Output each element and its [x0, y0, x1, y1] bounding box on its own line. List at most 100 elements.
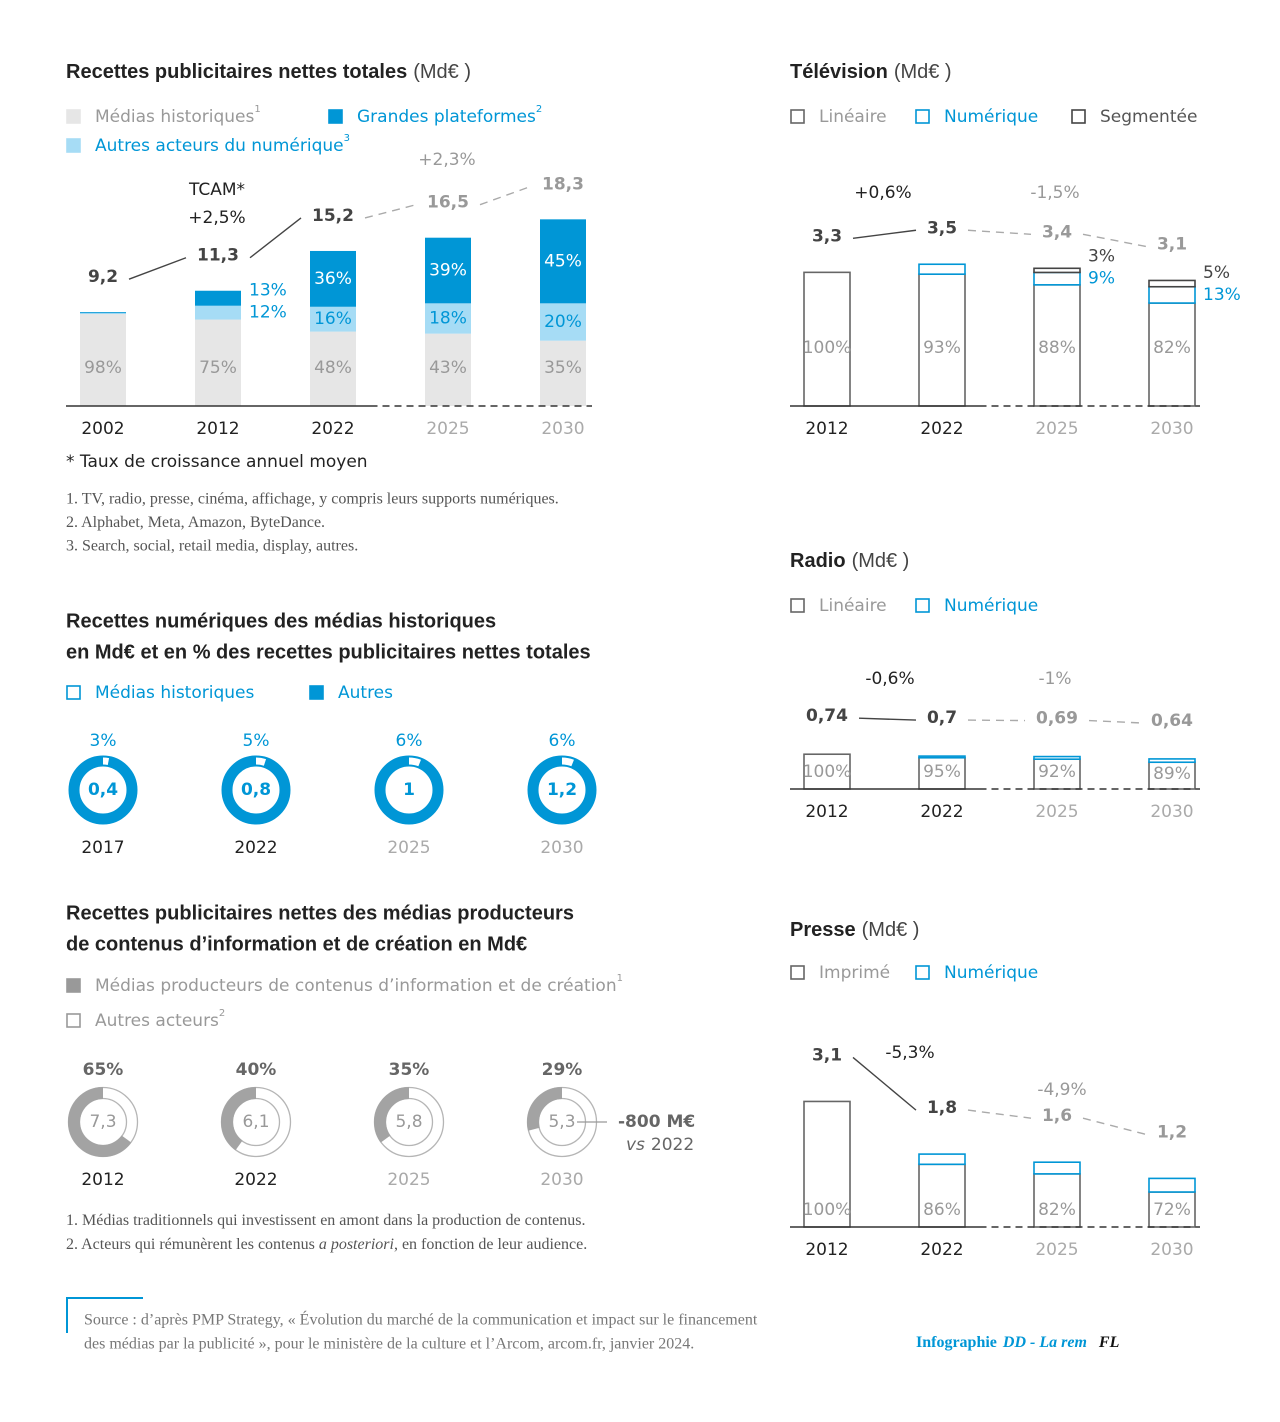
- x-tick-label: 2012: [805, 802, 848, 822]
- chart-title: Recettes publicitaires nettes totales (Md…: [66, 61, 471, 83]
- text-span: 1. Médias traditionnels qui investissent…: [66, 1212, 585, 1229]
- bar-segment: [803, 271, 851, 407]
- x-tick-label: 2022: [234, 838, 277, 858]
- text-span: 3: [344, 133, 350, 144]
- value-label: 75%: [199, 358, 237, 378]
- x-tick-label: 2012: [81, 1170, 124, 1190]
- bar-segment: [310, 250, 356, 307]
- credit: Infographie DD - La rem FL: [916, 1334, 1120, 1351]
- bar-segment: [310, 331, 356, 406]
- text-span: (Md€ ): [413, 61, 471, 83]
- total-label: 3,1: [812, 1045, 842, 1065]
- text-span: Infographie: [916, 1334, 997, 1351]
- legend-label: Numérique: [944, 963, 1038, 983]
- chart-title: Radio (Md€ ): [790, 550, 909, 572]
- growth-label: -4,9%: [1037, 1080, 1086, 1100]
- legend-label: Autres: [338, 683, 393, 703]
- donut-share: [255, 757, 267, 766]
- value-label: 100%: [803, 1200, 852, 1220]
- text-span: 1: [617, 973, 623, 984]
- value-label: 16%: [314, 309, 352, 329]
- footnote: 1. Médias traditionnels qui investissent…: [66, 1212, 585, 1229]
- growth-label: -1,5%: [1030, 183, 1079, 203]
- x-tick-label: 2030: [1150, 802, 1193, 822]
- text-span: FL: [1098, 1334, 1120, 1351]
- legend-label: Médias historiques1: [95, 104, 261, 127]
- legend-swatch: [66, 685, 81, 700]
- x-tick-label: 2030: [541, 419, 584, 439]
- legend-label: Autres acteurs du numérique3: [95, 133, 350, 156]
- text-span: (Md€ ): [862, 919, 920, 941]
- legend-swatch: [915, 965, 930, 980]
- legend-swatch: [790, 965, 805, 980]
- x-tick-label: 2025: [387, 838, 430, 858]
- share-label: 40%: [236, 1060, 277, 1080]
- text-span: Presse: [790, 919, 856, 941]
- text-span: Grandes plateformes: [357, 107, 536, 127]
- total-label: 0,64: [1151, 711, 1193, 731]
- donut-value: 1: [403, 780, 415, 800]
- value-label: 48%: [314, 358, 352, 378]
- legend-swatch: [66, 138, 81, 153]
- total-label: 3,4: [1042, 222, 1072, 242]
- legend-swatch: [790, 109, 805, 124]
- share-label: 29%: [542, 1060, 583, 1080]
- growth-label: -0,6%: [865, 669, 914, 689]
- growth-label: +0,6%: [854, 183, 911, 203]
- bar-segment: [918, 756, 966, 790]
- text-span: 2022: [651, 1135, 694, 1155]
- text-span: Numérique: [944, 107, 1038, 127]
- bar-segment: [425, 237, 471, 304]
- total-label: 15,2: [312, 206, 354, 226]
- legend-swatch: [66, 109, 81, 124]
- x-tick-label: 2022: [920, 1240, 963, 1260]
- donut-share: [561, 757, 574, 767]
- bar-segment: [1148, 1177, 1196, 1193]
- legend-label: Médias historiques: [95, 683, 254, 703]
- bar-segment: [918, 263, 966, 275]
- bar-segment: [195, 290, 241, 306]
- x-tick-label: 2012: [805, 1240, 848, 1260]
- legend-swatch: [328, 109, 343, 124]
- legend-swatch: [309, 685, 324, 700]
- bar-segment: [1033, 284, 1081, 407]
- value-label: 13%: [249, 281, 287, 301]
- bar-segment: [918, 273, 966, 407]
- value-label: 5%: [1203, 263, 1230, 283]
- value-label: 43%: [429, 358, 467, 378]
- total-label: 3,1: [1157, 234, 1187, 254]
- text-span: Recettes publicitaires nettes totales: [66, 61, 407, 83]
- bar-segment: [310, 306, 356, 332]
- value-label: 9%: [1088, 269, 1115, 289]
- growth-connector: [967, 1109, 1032, 1119]
- share-label: 5%: [243, 731, 270, 751]
- bar-segment: [540, 219, 586, 304]
- bar-segment: [1033, 267, 1081, 274]
- bar-segment: [80, 314, 126, 406]
- x-tick-label: 2012: [196, 419, 239, 439]
- growth-connector: [1088, 719, 1141, 724]
- donut-value: 6,1: [242, 1112, 269, 1132]
- x-tick-label: 2025: [1035, 1240, 1078, 1260]
- x-tick-label: 2025: [387, 1170, 430, 1190]
- chart-title: en Md€ et en % des recettes publicitaire…: [66, 641, 591, 663]
- legend-label: Autres acteurs2: [95, 1008, 225, 1031]
- text-span: Imprimé: [819, 963, 890, 983]
- growth-connector: [852, 1056, 917, 1111]
- x-tick-label: 2022: [234, 1170, 277, 1190]
- legend-label: Numérique: [944, 107, 1038, 127]
- footnote: 2. Acteurs qui rémunèrent les contenus a…: [66, 1236, 587, 1253]
- x-tick-label: 2022: [920, 419, 963, 439]
- text-span: a posteriori: [319, 1236, 394, 1253]
- growth-connector: [1082, 1117, 1147, 1136]
- bar-segment: [540, 303, 586, 341]
- source-line: Source : d’après PMP Strategy, « Évoluti…: [84, 1310, 758, 1329]
- donut-share: [408, 757, 421, 767]
- footnote: 2. Alphabet, Meta, Amazon, ByteDance.: [66, 514, 325, 531]
- legend-swatch: [1071, 109, 1086, 124]
- bar-segment: [1033, 1161, 1081, 1175]
- donut-value: 0,4: [88, 780, 118, 800]
- donut-share: [374, 1087, 410, 1143]
- chart-title: Recettes numériques des médias historiqu…: [66, 610, 496, 632]
- donut-share: [102, 757, 110, 765]
